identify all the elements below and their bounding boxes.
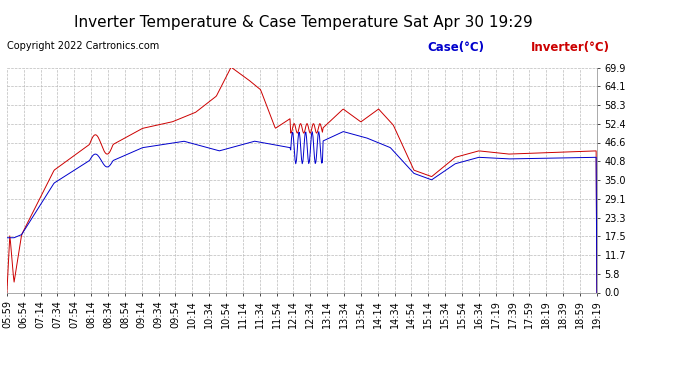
Text: Copyright 2022 Cartronics.com: Copyright 2022 Cartronics.com bbox=[7, 41, 159, 51]
Text: Inverter(°C): Inverter(°C) bbox=[531, 41, 610, 54]
Text: Inverter Temperature & Case Temperature Sat Apr 30 19:29: Inverter Temperature & Case Temperature … bbox=[75, 15, 533, 30]
Text: Case(°C): Case(°C) bbox=[428, 41, 485, 54]
